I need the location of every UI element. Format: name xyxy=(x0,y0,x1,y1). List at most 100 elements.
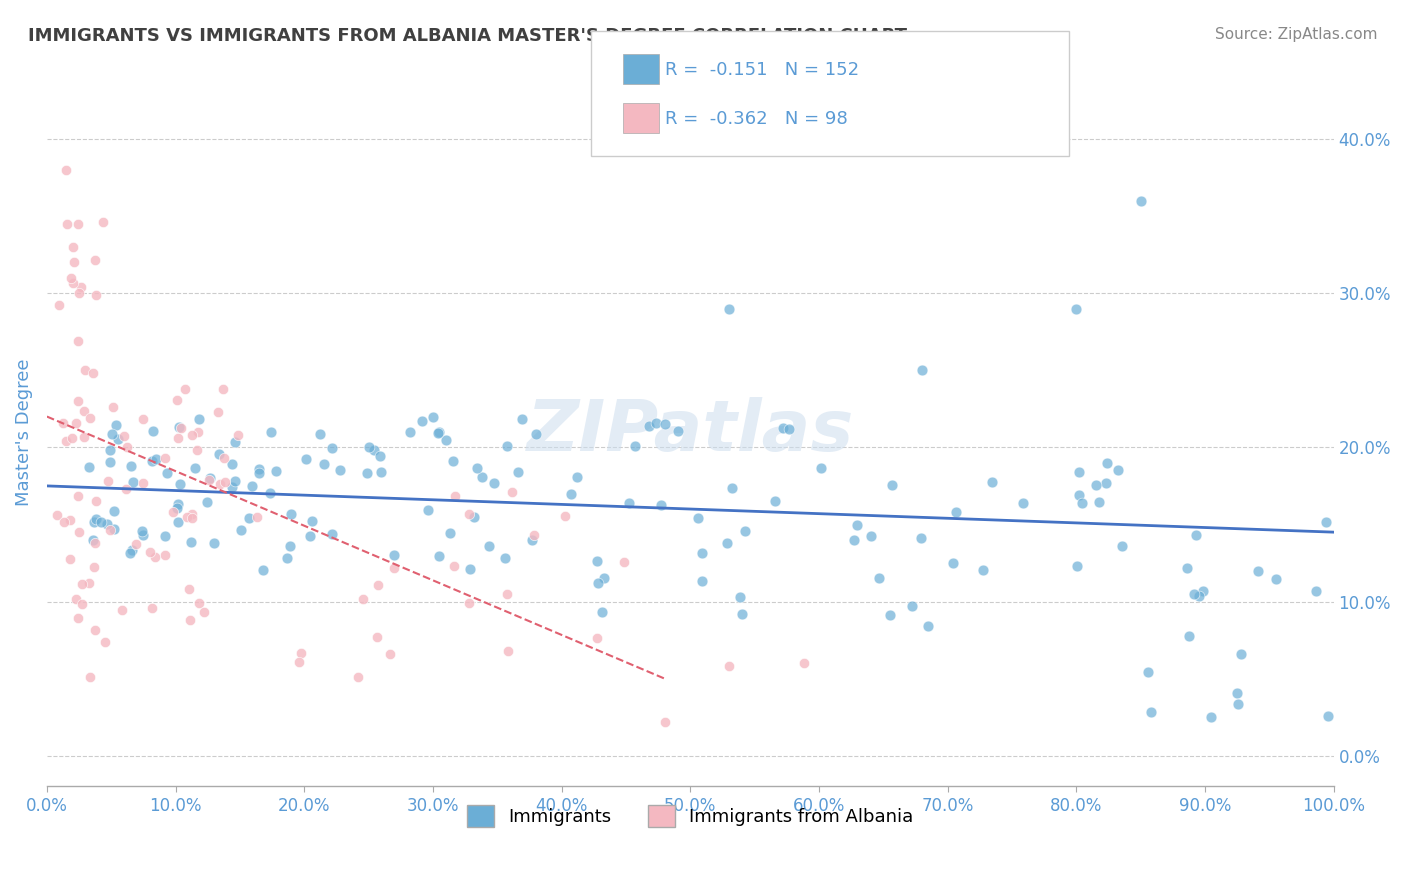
Point xyxy=(1226,697,1249,711)
Point xyxy=(1111,539,1133,553)
Point xyxy=(77,460,100,475)
Point xyxy=(73,430,96,444)
Point xyxy=(309,426,332,441)
Point xyxy=(717,659,740,673)
Point xyxy=(187,425,209,439)
Point xyxy=(496,439,519,453)
Point xyxy=(107,433,129,447)
Point xyxy=(167,431,190,445)
Point xyxy=(79,670,101,684)
Point xyxy=(180,535,202,549)
Point xyxy=(73,404,96,418)
Point xyxy=(103,504,125,518)
Point xyxy=(166,392,188,407)
Point xyxy=(1226,686,1249,700)
Point xyxy=(1229,647,1251,661)
Point xyxy=(1064,301,1087,316)
Point xyxy=(972,563,994,577)
Point xyxy=(1067,465,1090,479)
Point xyxy=(84,512,107,526)
Point xyxy=(98,455,121,469)
Point xyxy=(195,494,218,508)
Point xyxy=(208,477,231,491)
Point xyxy=(586,632,609,646)
Point xyxy=(169,420,191,434)
Point xyxy=(844,533,866,547)
Point xyxy=(654,417,676,431)
Point xyxy=(238,511,260,525)
Point xyxy=(422,409,444,424)
Point xyxy=(187,596,209,610)
Point xyxy=(1107,463,1129,477)
Point xyxy=(212,451,235,466)
Point xyxy=(942,556,965,570)
Point xyxy=(121,475,143,489)
Point xyxy=(378,647,401,661)
Point xyxy=(96,516,118,531)
Point xyxy=(181,428,204,442)
Point xyxy=(252,563,274,577)
Point xyxy=(103,400,125,414)
Point xyxy=(142,424,165,438)
Point xyxy=(478,539,501,553)
Point xyxy=(730,591,752,605)
Point xyxy=(1139,705,1161,719)
Point xyxy=(60,271,83,285)
Point xyxy=(443,489,465,503)
Point xyxy=(288,655,311,669)
Point xyxy=(169,477,191,491)
Point xyxy=(501,484,523,499)
Point xyxy=(173,382,195,396)
Point xyxy=(772,421,794,435)
Point xyxy=(66,393,89,408)
Point xyxy=(66,611,89,625)
Point xyxy=(259,486,281,500)
Point xyxy=(167,515,190,529)
Point xyxy=(70,280,93,294)
Point xyxy=(981,475,1004,490)
Point xyxy=(82,366,104,380)
Point xyxy=(67,525,90,540)
Point xyxy=(1067,488,1090,502)
Point xyxy=(83,516,105,530)
Legend: Immigrants, Immigrants from Albania: Immigrants, Immigrants from Albania xyxy=(460,797,921,834)
Point xyxy=(65,592,87,607)
Point xyxy=(427,549,450,564)
Point xyxy=(482,476,505,491)
Point xyxy=(366,630,388,644)
Point xyxy=(346,670,368,684)
Point xyxy=(443,558,465,573)
Point xyxy=(506,465,529,479)
Point xyxy=(399,425,422,440)
Point xyxy=(312,457,335,471)
Point xyxy=(623,439,645,453)
Point xyxy=(83,560,105,574)
Point xyxy=(429,425,451,440)
Point xyxy=(264,464,287,478)
Point xyxy=(1095,475,1118,490)
Point xyxy=(560,486,582,500)
Point xyxy=(868,571,890,585)
Point xyxy=(162,506,184,520)
Point xyxy=(717,301,740,316)
Point xyxy=(224,474,246,488)
Point xyxy=(793,656,815,670)
Point xyxy=(763,494,786,508)
Point xyxy=(221,480,243,494)
Point xyxy=(586,554,609,568)
Point xyxy=(48,298,70,312)
Point xyxy=(55,434,77,449)
Point xyxy=(1265,572,1288,586)
Point xyxy=(84,493,107,508)
Point xyxy=(734,524,756,538)
Point xyxy=(1192,584,1215,599)
Point xyxy=(592,571,614,585)
Point xyxy=(471,470,494,484)
Point xyxy=(180,510,202,524)
Text: Source: ZipAtlas.com: Source: ZipAtlas.com xyxy=(1215,27,1378,42)
Point xyxy=(176,510,198,524)
Point xyxy=(363,443,385,458)
Point xyxy=(1175,560,1198,574)
Point xyxy=(1315,515,1337,529)
Point xyxy=(84,288,107,302)
